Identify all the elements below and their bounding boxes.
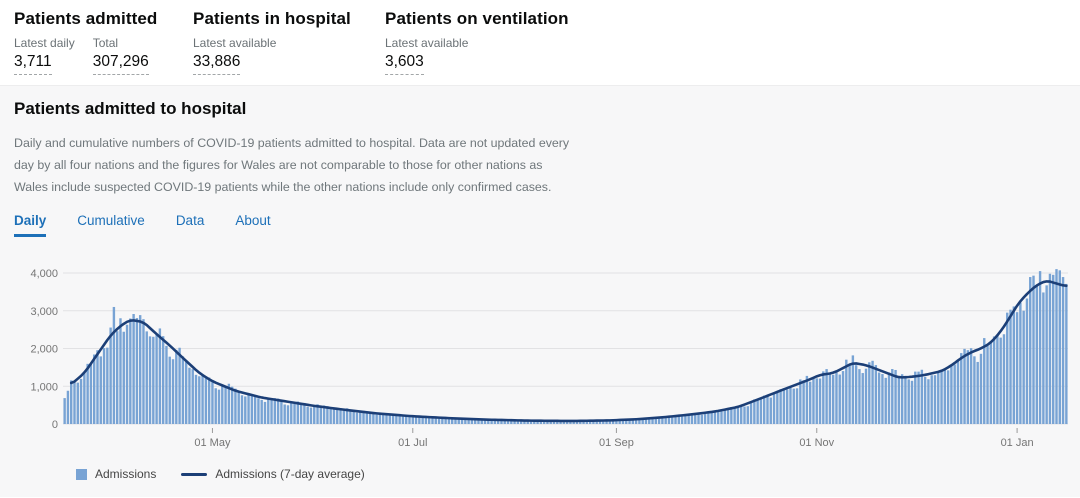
svg-text:01 Sep: 01 Sep <box>599 437 634 449</box>
metric-value-latest-daily[interactable]: 3,711 <box>14 53 52 75</box>
stat-title: Patients in hospital <box>193 9 351 28</box>
svg-text:01 May: 01 May <box>194 437 231 449</box>
tab-about[interactable]: About <box>235 213 271 228</box>
metric-total: Total 307,296 <box>92 36 149 75</box>
metric-latest-available: Latest available 3,603 <box>385 36 468 75</box>
admissions-average-line-swatch <box>181 472 208 476</box>
legend-label: Admissions (7-day average) <box>215 467 365 481</box>
admissions-chart[interactable]: 0 1,000 2,000 3,000 4,000 01 May 01 Jul 01 Sep 0… <box>0 86 1080 498</box>
card-description: Daily and cumulative numbers of COVID-19… <box>14 136 570 194</box>
metric-latest-daily: Latest daily 3,711 <box>14 36 75 75</box>
svg-text:01 Nov: 01 Nov <box>799 437 834 449</box>
svg-text:1,000: 1,000 <box>30 381 58 393</box>
svg-text:01 Jul: 01 Jul <box>398 437 427 449</box>
summary-header: Patients admitted Latest daily 3,711 Tot… <box>0 0 1080 85</box>
svg-text:01 Jan: 01 Jan <box>1001 437 1034 449</box>
tab-cumulative[interactable]: Cumulative <box>77 213 145 228</box>
legend-item-admissions-average[interactable]: Admissions (7-day average) <box>181 467 365 481</box>
metric-latest-available: Latest available 33,886 <box>193 36 276 75</box>
card-title: Patients admitted to hospital <box>14 99 247 118</box>
card-tabs: Daily Cumulative Data About <box>14 213 1066 237</box>
chart-legend: Admissions Admissions (7-day average) <box>76 467 365 481</box>
metric-label: Total <box>92 36 119 50</box>
svg-text:2,000: 2,000 <box>30 344 58 356</box>
legend-label: Admissions <box>95 467 157 481</box>
svg-text:3,000: 3,000 <box>30 306 58 318</box>
svg-text:4,000: 4,000 <box>30 268 58 280</box>
legend-item-admissions[interactable]: Admissions <box>76 467 156 481</box>
metric-label: Latest available <box>385 36 469 50</box>
stat-title: Patients on ventilation <box>385 9 569 28</box>
metric-value-total[interactable]: 307,296 <box>92 53 149 75</box>
metric-value-in-hospital[interactable]: 33,886 <box>193 53 241 75</box>
stat-group-patients-in-hospital: Patients in hospital Latest available 33… <box>193 9 351 75</box>
svg-text:0: 0 <box>52 419 58 431</box>
stat-group-patients-on-ventilation: Patients on ventilation Latest available… <box>385 9 569 75</box>
metric-value-on-ventilation[interactable]: 3,603 <box>385 53 424 75</box>
stat-group-patients-admitted: Patients admitted Latest daily 3,711 Tot… <box>14 9 157 75</box>
admissions-card: 0 1,000 2,000 3,000 4,000 01 May 01 Jul 01 Sep 0… <box>0 85 1080 497</box>
tab-daily[interactable]: Daily <box>14 213 47 237</box>
admissions-bar-swatch <box>76 468 87 480</box>
metric-label: Latest daily <box>14 36 75 50</box>
stat-title: Patients admitted <box>14 9 158 28</box>
metric-label: Latest available <box>193 36 277 50</box>
tab-data[interactable]: Data <box>175 213 205 228</box>
